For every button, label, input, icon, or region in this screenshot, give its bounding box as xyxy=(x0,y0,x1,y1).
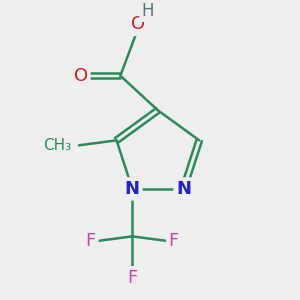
Text: O: O xyxy=(74,67,88,85)
Text: H: H xyxy=(142,2,154,20)
Text: F: F xyxy=(86,232,96,250)
Text: F: F xyxy=(127,269,137,287)
Text: N: N xyxy=(125,180,140,198)
Text: N: N xyxy=(176,180,191,198)
Text: CH₃: CH₃ xyxy=(43,138,71,153)
Text: O: O xyxy=(131,15,145,33)
Text: F: F xyxy=(169,232,179,250)
